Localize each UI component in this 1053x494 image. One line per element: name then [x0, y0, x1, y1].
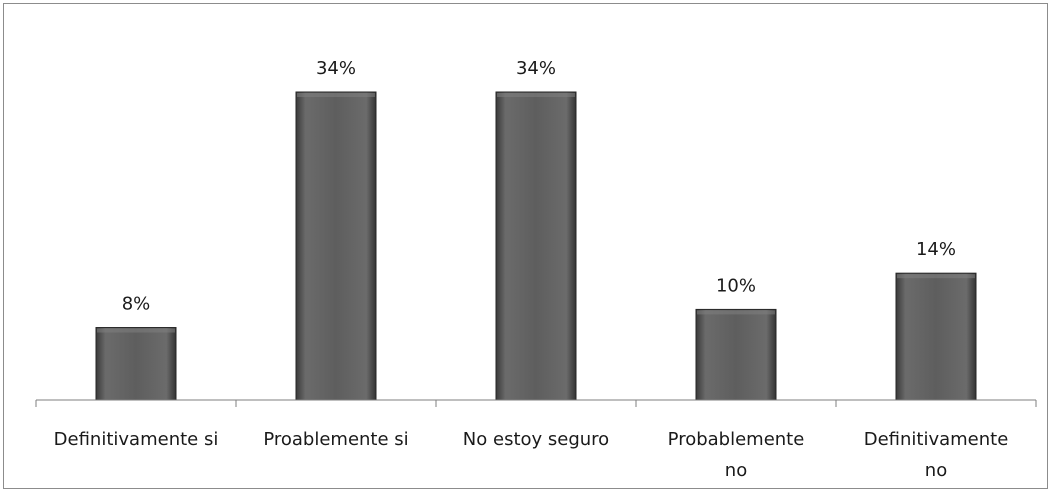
data-label: 8%	[122, 294, 151, 315]
category-label: Probablemente	[668, 429, 805, 450]
bar-2	[295, 91, 377, 401]
chart-frame: 8% Definitivamente si 34% Proablemente si 34…	[3, 3, 1048, 489]
category-label: no	[725, 460, 747, 481]
category-label: Proablemente si	[263, 429, 408, 450]
category-label: Definitivamente	[864, 429, 1009, 450]
bar-bevel	[697, 310, 775, 315]
bar-3	[495, 91, 577, 401]
bar-1	[95, 327, 177, 401]
bar-bevel	[497, 93, 575, 97]
category-label: no	[925, 460, 947, 481]
data-label: 34%	[516, 58, 556, 79]
category-label: No estoy seguro	[463, 429, 609, 450]
bar-chart: 8% Definitivamente si 34% Proablemente si 34…	[35, 58, 1037, 481]
data-label: 14%	[916, 239, 956, 260]
data-label: 10%	[716, 275, 756, 296]
category-label: Definitivamente si	[54, 429, 219, 450]
bar-bevel	[97, 328, 175, 333]
bar-bevel	[297, 93, 375, 97]
data-label: 34%	[316, 58, 356, 79]
bar-bevel	[897, 274, 975, 279]
bar-5	[895, 272, 977, 401]
bar-4	[695, 308, 777, 401]
